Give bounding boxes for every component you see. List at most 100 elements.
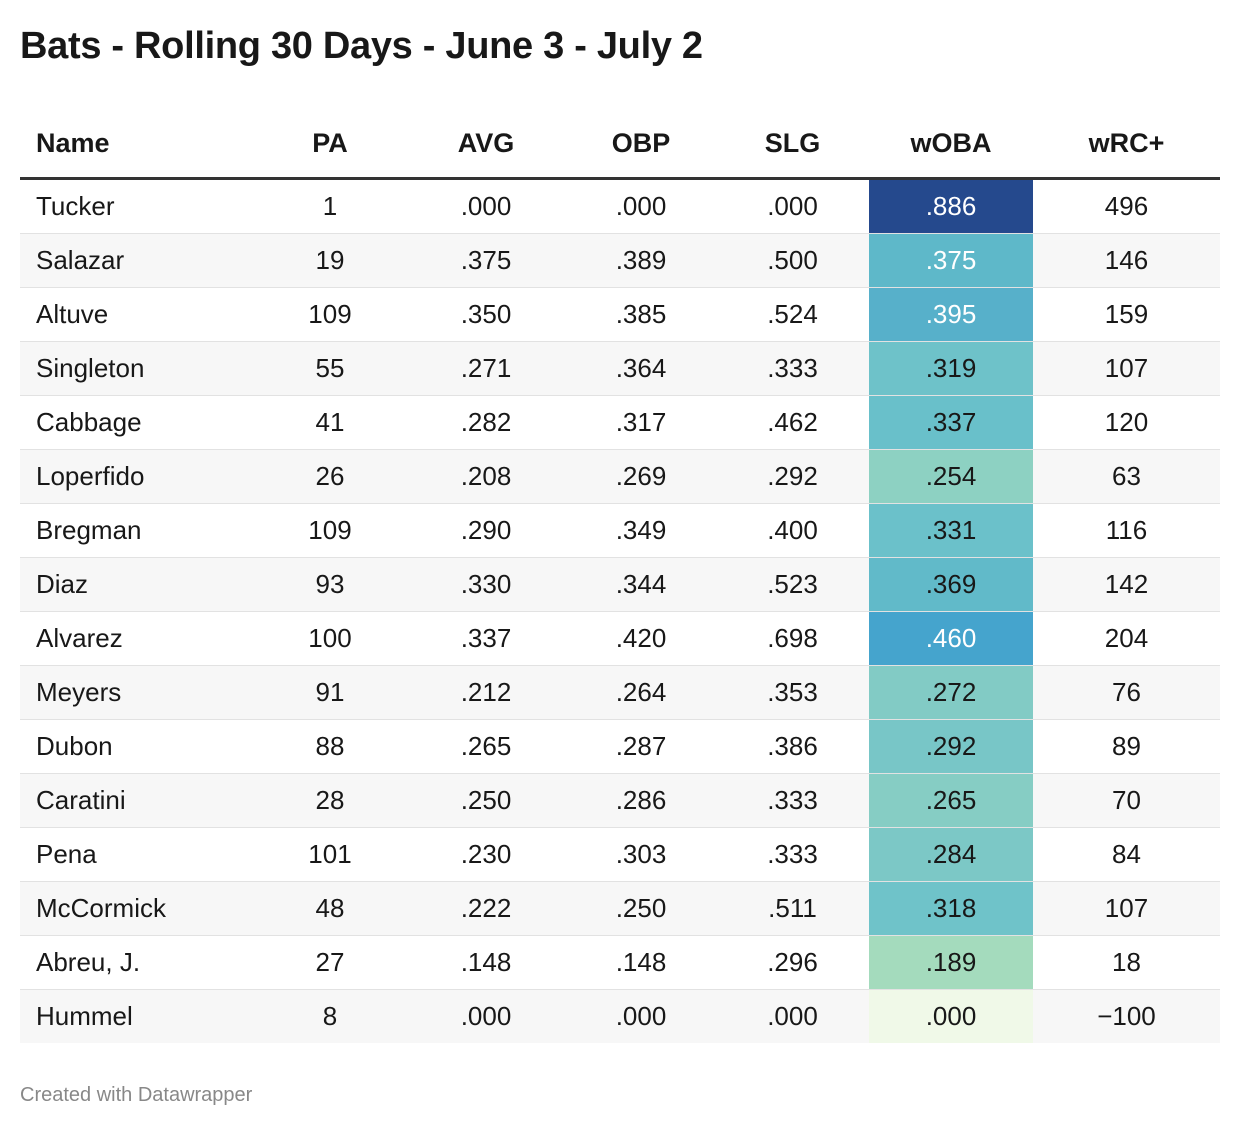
cell-obp: .287 bbox=[566, 719, 716, 774]
cell-avg: .212 bbox=[406, 665, 566, 720]
table-row: Alvarez 100.337.420.698.460 204 bbox=[20, 611, 1220, 666]
table-row: Altuve 109.350.385.524.395 159 bbox=[20, 287, 1220, 342]
cell-pa: 27 bbox=[254, 935, 406, 990]
cell-wrc-plus: 63 bbox=[1033, 449, 1220, 504]
cell-wrc-plus: 107 bbox=[1033, 341, 1220, 396]
cell-wrc-plus: 204 bbox=[1033, 611, 1220, 666]
cell-woba: .460 bbox=[869, 611, 1033, 666]
cell-woba: .319 bbox=[869, 341, 1033, 396]
cell-obp: .385 bbox=[566, 287, 716, 342]
cell-name: McCormick bbox=[20, 881, 254, 936]
table-row: Diaz 93.330.344.523.369 142 bbox=[20, 557, 1220, 612]
cell-name: Bregman bbox=[20, 503, 254, 558]
cell-slg: .333 bbox=[716, 341, 869, 396]
table-row: Abreu, J. 27.148.148.296.189 18 bbox=[20, 935, 1220, 990]
cell-wrc-plus: 107 bbox=[1033, 881, 1220, 936]
column-header-name[interactable]: Name bbox=[20, 110, 254, 180]
cell-obp: .000 bbox=[566, 178, 716, 234]
table-row: Salazar 19.375.389.500.375 146 bbox=[20, 233, 1220, 288]
cell-slg: .333 bbox=[716, 827, 869, 882]
cell-slg: .400 bbox=[716, 503, 869, 558]
cell-wrc-plus: 89 bbox=[1033, 719, 1220, 774]
cell-pa: 19 bbox=[254, 233, 406, 288]
cell-wrc-plus: −100 bbox=[1033, 989, 1220, 1043]
cell-wrc-plus: 142 bbox=[1033, 557, 1220, 612]
column-header-woba[interactable]: wOBA bbox=[869, 110, 1033, 180]
cell-woba: .369 bbox=[869, 557, 1033, 612]
cell-obp: .286 bbox=[566, 773, 716, 828]
cell-wrc-plus: 116 bbox=[1033, 503, 1220, 558]
cell-woba: .337 bbox=[869, 395, 1033, 450]
cell-wrc-plus: 76 bbox=[1033, 665, 1220, 720]
cell-avg: .271 bbox=[406, 341, 566, 396]
table-row: Cabbage 41.282.317.462.337 120 bbox=[20, 395, 1220, 450]
column-header-slg[interactable]: SLG bbox=[716, 110, 869, 180]
cell-wrc-plus: 159 bbox=[1033, 287, 1220, 342]
cell-avg: .350 bbox=[406, 287, 566, 342]
cell-woba: .318 bbox=[869, 881, 1033, 936]
table-row: Singleton 55.271.364.333.319 107 bbox=[20, 341, 1220, 396]
cell-woba: .000 bbox=[869, 989, 1033, 1043]
cell-woba: .331 bbox=[869, 503, 1033, 558]
cell-slg: .523 bbox=[716, 557, 869, 612]
cell-name: Hummel bbox=[20, 989, 254, 1043]
column-header-avg[interactable]: AVG bbox=[406, 110, 566, 180]
cell-pa: 93 bbox=[254, 557, 406, 612]
cell-avg: .330 bbox=[406, 557, 566, 612]
cell-wrc-plus: 120 bbox=[1033, 395, 1220, 450]
table-row: Bregman 109.290.349.400.331 116 bbox=[20, 503, 1220, 558]
cell-obp: .389 bbox=[566, 233, 716, 288]
table-row: Loperfido 26.208.269.292.254 63 bbox=[20, 449, 1220, 504]
cell-avg: .250 bbox=[406, 773, 566, 828]
cell-wrc-plus: 18 bbox=[1033, 935, 1220, 990]
cell-pa: 1 bbox=[254, 178, 406, 234]
table-row: Dubon 88.265.287.386.292 89 bbox=[20, 719, 1220, 774]
cell-pa: 8 bbox=[254, 989, 406, 1043]
cell-obp: .364 bbox=[566, 341, 716, 396]
cell-slg: .296 bbox=[716, 935, 869, 990]
cell-pa: 41 bbox=[254, 395, 406, 450]
column-header-wrc-plus[interactable]: wRC+ bbox=[1033, 110, 1220, 180]
header-row: Name PA AVG OBP SLG wOBA wRC+ bbox=[20, 110, 1220, 180]
cell-avg: .148 bbox=[406, 935, 566, 990]
cell-obp: .303 bbox=[566, 827, 716, 882]
cell-woba: .254 bbox=[869, 449, 1033, 504]
stats-table: Name PA AVG OBP SLG wOBA wRC+ Tucker 1.00… bbox=[20, 110, 1220, 1043]
cell-name: Alvarez bbox=[20, 611, 254, 666]
column-header-obp[interactable]: OBP bbox=[566, 110, 716, 180]
cell-woba: .284 bbox=[869, 827, 1033, 882]
cell-avg: .375 bbox=[406, 233, 566, 288]
cell-avg: .222 bbox=[406, 881, 566, 936]
attribution-footer: Created with Datawrapper bbox=[20, 1084, 253, 1106]
cell-woba: .886 bbox=[869, 178, 1033, 234]
cell-name: Salazar bbox=[20, 233, 254, 288]
cell-avg: .290 bbox=[406, 503, 566, 558]
cell-obp: .000 bbox=[566, 989, 716, 1043]
cell-obp: .148 bbox=[566, 935, 716, 990]
cell-pa: 101 bbox=[254, 827, 406, 882]
cell-slg: .462 bbox=[716, 395, 869, 450]
cell-wrc-plus: 146 bbox=[1033, 233, 1220, 288]
cell-slg: .333 bbox=[716, 773, 869, 828]
cell-woba: .265 bbox=[869, 773, 1033, 828]
cell-wrc-plus: 70 bbox=[1033, 773, 1220, 828]
cell-pa: 109 bbox=[254, 503, 406, 558]
cell-obp: .344 bbox=[566, 557, 716, 612]
cell-slg: .698 bbox=[716, 611, 869, 666]
column-header-pa[interactable]: PA bbox=[254, 110, 406, 180]
cell-slg: .500 bbox=[716, 233, 869, 288]
cell-woba: .292 bbox=[869, 719, 1033, 774]
cell-obp: .317 bbox=[566, 395, 716, 450]
cell-name: Pena bbox=[20, 827, 254, 882]
chart-title: Bats - Rolling 30 Days - June 3 - July 2 bbox=[20, 25, 703, 67]
table-row: Tucker 1.000.000.000.886 496 bbox=[20, 178, 1220, 234]
table-row: Meyers 91.212.264.353.272 76 bbox=[20, 665, 1220, 720]
cell-pa: 88 bbox=[254, 719, 406, 774]
cell-avg: .208 bbox=[406, 449, 566, 504]
cell-avg: .282 bbox=[406, 395, 566, 450]
cell-obp: .269 bbox=[566, 449, 716, 504]
cell-slg: .353 bbox=[716, 665, 869, 720]
cell-obp: .250 bbox=[566, 881, 716, 936]
cell-avg: .337 bbox=[406, 611, 566, 666]
cell-avg: .265 bbox=[406, 719, 566, 774]
